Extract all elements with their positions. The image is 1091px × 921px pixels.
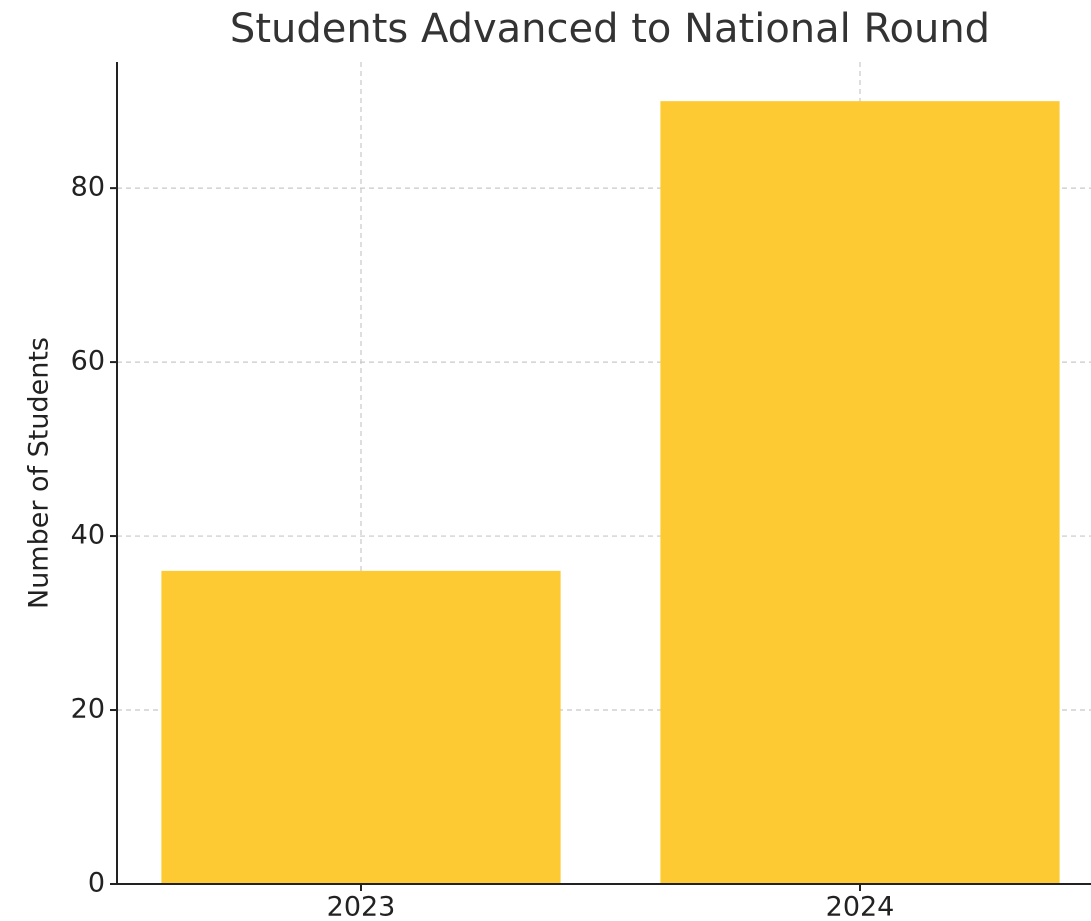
x-tick-label: 2024 (826, 892, 895, 921)
y-tick-label: 60 (71, 346, 105, 377)
x-tick-label: 2023 (327, 892, 396, 921)
chart-title: Students Advanced to National Round (230, 6, 990, 52)
y-tick-label: 0 (88, 868, 105, 899)
y-tick-label: 80 (71, 172, 105, 203)
y-axis-label: Number of Students (24, 337, 55, 609)
bar (660, 101, 1060, 884)
y-tick-label: 20 (71, 694, 105, 725)
bar (161, 570, 561, 884)
y-tick-label: 40 (71, 520, 105, 551)
